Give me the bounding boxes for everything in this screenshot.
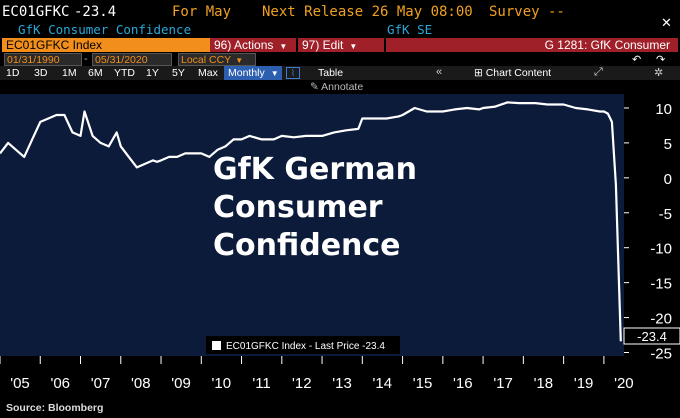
x-axis: '05 '06 '07 '08 '09 '10 '11 '12 '13 '14 '15 '16 '17 '… bbox=[0, 356, 634, 392]
x-tick-label: '07 bbox=[91, 375, 111, 392]
chart-content-label: Chart Content bbox=[485, 67, 552, 79]
period-max[interactable]: Max bbox=[198, 67, 218, 79]
chart-title-text: GfK German Consumer Confidence bbox=[213, 152, 417, 263]
pencil-icon: ✎ bbox=[310, 81, 322, 93]
end-date-field[interactable]: 05/31/2020 bbox=[92, 53, 172, 66]
x-tick-label: '05 bbox=[10, 375, 30, 392]
x-tick-label: '14 bbox=[373, 375, 393, 392]
chart-content-button[interactable]: ⊞ Chart Content bbox=[474, 67, 551, 79]
start-date-field[interactable]: 01/31/1990 bbox=[4, 53, 82, 66]
y-tick-label: 0 bbox=[664, 171, 672, 188]
currency-select[interactable]: Local CCY ▼ bbox=[178, 53, 256, 66]
frequency-label: Monthly bbox=[228, 67, 265, 79]
annotate-label: Annotate bbox=[321, 81, 364, 93]
last-value-label: -23.4 bbox=[637, 329, 667, 344]
series-source: GfK SE bbox=[387, 22, 433, 37]
period-1d[interactable]: 1D bbox=[6, 67, 20, 79]
chevron-down-icon: ▼ bbox=[349, 42, 358, 51]
period-bar: 1D 3D 1M 6M YTD 1Y 5Y Max Monthly ▼ ⌇ Tab… bbox=[0, 66, 680, 80]
period-3d[interactable]: 3D bbox=[34, 67, 48, 79]
next-release-label: Next Release 26 May 08:00 bbox=[262, 4, 473, 20]
survey-label: Survey -- bbox=[489, 4, 565, 20]
security-field[interactable]: EC01GFKC Index bbox=[2, 38, 210, 52]
gear-icon[interactable]: ✲ bbox=[654, 67, 664, 79]
last-value: -23.4 bbox=[74, 4, 117, 20]
x-tick-label: '12 bbox=[292, 375, 312, 392]
graph-title: G 1281: GfK Consumer bbox=[386, 38, 678, 52]
last-value-marker: -23.4 bbox=[623, 327, 680, 345]
x-tick-label: '06 bbox=[50, 375, 70, 392]
period-1y[interactable]: 1Y bbox=[146, 67, 159, 79]
currency-label: Local CCY bbox=[181, 54, 232, 66]
line-chart-icon[interactable]: ⌇ bbox=[286, 67, 300, 79]
period-ytd[interactable]: YTD bbox=[114, 67, 135, 79]
y-tick-label: -10 bbox=[650, 241, 672, 258]
y-tick-label: -5 bbox=[659, 206, 672, 223]
y-tick-label: -20 bbox=[650, 311, 672, 328]
redo-icon[interactable]: ↷ bbox=[656, 54, 666, 66]
y-axis: 10 5 0 -5 -10 -15 -20 -25 bbox=[624, 101, 672, 363]
edit-label: 97) Edit bbox=[302, 38, 344, 52]
frequency-select[interactable]: Monthly ▼ bbox=[224, 66, 282, 80]
y-tick-label: 5 bbox=[664, 136, 672, 153]
annotate-button[interactable]: ✎ Annotate bbox=[310, 81, 363, 93]
edit-button[interactable]: 97) Edit ▼ bbox=[298, 38, 384, 52]
x-tick-label: '18 bbox=[534, 375, 554, 392]
table-button[interactable]: Table bbox=[318, 67, 344, 79]
expand-icon[interactable]: ⤢ bbox=[594, 66, 603, 78]
chevron-down-icon: ▼ bbox=[235, 56, 244, 65]
period-6m[interactable]: 6M bbox=[88, 67, 103, 79]
close-icon[interactable]: ✕ bbox=[661, 12, 672, 31]
period-label: For May bbox=[172, 4, 232, 20]
x-axis-band bbox=[0, 356, 680, 398]
series-description: GfK Consumer Confidence bbox=[18, 22, 192, 37]
x-tick-label: '15 bbox=[413, 375, 433, 392]
x-tick-label: '08 bbox=[131, 375, 151, 392]
x-tick-label: '16 bbox=[453, 375, 473, 392]
source-footnote: Source: Bloomberg bbox=[6, 402, 104, 414]
chart-title-line: Confidence bbox=[213, 228, 401, 263]
legend: EC01GFKC Index - Last Price -23.4 bbox=[206, 336, 400, 354]
period-5y[interactable]: 5Y bbox=[172, 67, 185, 79]
x-tick-label: '11 bbox=[252, 375, 270, 392]
last-value-box bbox=[623, 327, 680, 345]
annotate-bar: ✎ Annotate bbox=[0, 80, 680, 94]
period-1m[interactable]: 1M bbox=[62, 67, 77, 79]
actions-label: 96) Actions bbox=[214, 38, 274, 52]
chart-title-line: GfK German bbox=[213, 152, 417, 187]
legend-label: EC01GFKC Index - Last Price -23.4 bbox=[226, 341, 385, 352]
chart-title-line: Consumer bbox=[213, 190, 383, 225]
x-tick-label: '13 bbox=[332, 375, 352, 392]
y-tick-label: -15 bbox=[650, 276, 672, 293]
y-tick-label: -25 bbox=[650, 346, 672, 363]
chevron-down-icon: ▼ bbox=[279, 42, 288, 51]
y-tick-label: 10 bbox=[655, 101, 672, 118]
subtitle-bar: GfK Consumer Confidence GfK SE bbox=[0, 22, 680, 38]
ticker-symbol: EC01GFKC bbox=[2, 4, 70, 20]
x-tick-label: '19 bbox=[574, 375, 594, 392]
x-tick-label: '09 bbox=[171, 375, 191, 392]
command-toolbar: EC01GFKC Index 96) Actions ▼ 97) Edit ▼ G … bbox=[0, 38, 680, 52]
legend-box bbox=[206, 336, 400, 354]
legend-swatch bbox=[212, 341, 221, 350]
x-tick-label: '20 bbox=[614, 375, 634, 392]
series-line bbox=[0, 101, 622, 342]
ticker-bar: EC01GFKC -23.4 For May Next Release 26 M… bbox=[0, 0, 680, 30]
collapse-icon[interactable]: « bbox=[436, 66, 443, 78]
chart-title: GfK German Consumer Confidence bbox=[213, 152, 417, 263]
actions-button[interactable]: 96) Actions ▼ bbox=[210, 38, 296, 52]
plot-area bbox=[0, 94, 624, 356]
chevron-down-icon: ▼ bbox=[270, 69, 279, 78]
date-separator: - bbox=[84, 53, 88, 65]
chart-content-icon: ⊞ bbox=[474, 67, 486, 79]
x-tick-label: '17 bbox=[493, 375, 513, 392]
date-range-bar: 01/31/1990 - 05/31/2020 Local CCY ▼ ↶ ↷ bbox=[0, 53, 680, 66]
undo-icon[interactable]: ↶ bbox=[632, 54, 642, 66]
line-chart: '05 '06 '07 '08 '09 '10 '11 '12 '13 '14 '15 '16 '17 '… bbox=[0, 94, 680, 398]
x-tick-label: '10 bbox=[212, 375, 232, 392]
